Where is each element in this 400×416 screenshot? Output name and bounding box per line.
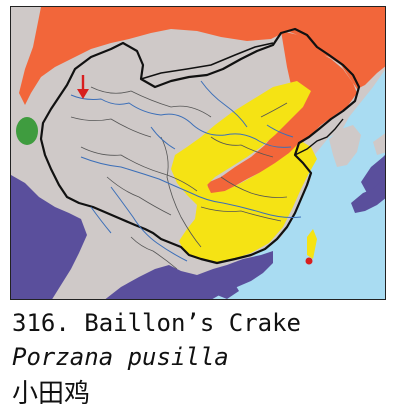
arrow-record-icon [77,75,89,99]
breeding-range-north [19,7,385,105]
country-border [39,27,361,265]
wintering-range-southwest [11,175,87,299]
breeding-range-east [207,31,357,193]
japan-land-north [373,133,385,155]
taiwan-land [307,229,317,259]
korea-land [329,125,361,167]
dot-record-icon [305,257,313,265]
species-scientific-name: Porzana pusilla [12,343,229,371]
wintering-range-japan [351,179,385,213]
species-number-and-english-name: 316. Baillon’s Crake [12,309,301,337]
province-lines [70,86,288,270]
inner-border-mongolia [140,42,274,80]
inner-border-east [294,118,344,156]
species-chinese-name: 小田鸡 [12,379,91,409]
passage-range-west [16,117,38,145]
rivers [70,80,302,262]
resident-range [171,81,317,263]
wintering-range-south [105,251,273,299]
range-map [10,6,386,300]
